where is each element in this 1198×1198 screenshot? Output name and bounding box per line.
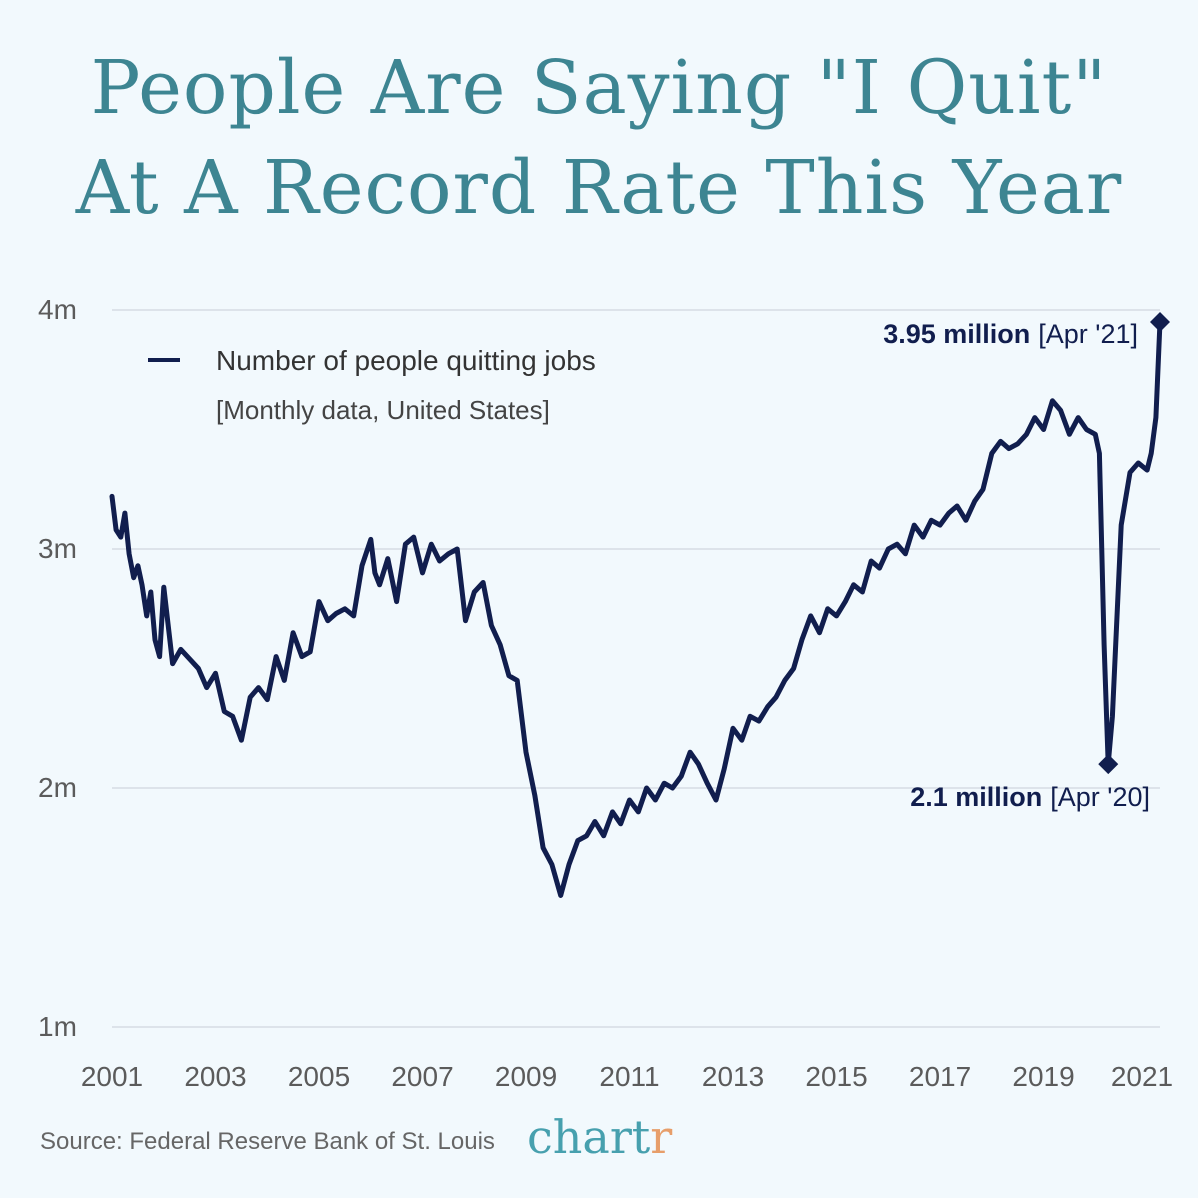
grid-lines: [112, 309, 1160, 1028]
brand-logo: chartr: [527, 1110, 672, 1164]
y-tick-label: 4m: [38, 294, 77, 325]
chart-title-line-2: At A Record Rate This Year: [75, 145, 1123, 231]
x-axis-tick-labels: 2001 2003 2005 2007 2009 2011 2013 2015 2017 2019…: [81, 1061, 1173, 1092]
x-tick-label: 2015: [805, 1061, 867, 1092]
source-note: Source: Federal Reserve Bank of St. Loui…: [40, 1128, 495, 1155]
legend-label: Number of people quitting jobs: [216, 345, 596, 376]
peak-value-label: 3.95 million: [883, 319, 1030, 349]
trough-date-label: [Apr '20]: [1050, 782, 1150, 812]
x-tick-label: 2007: [391, 1061, 453, 1092]
brand-logo-accent: r: [650, 1110, 673, 1164]
chart-title-line-1: People Are Saying "I Quit": [90, 45, 1108, 131]
x-tick-label: 2011: [599, 1061, 659, 1092]
x-tick-label: 2017: [909, 1061, 971, 1092]
x-tick-label: 2003: [184, 1061, 246, 1092]
peak-annotation: 3.95 million [Apr '21]: [883, 319, 1138, 349]
y-tick-label: 3m: [38, 533, 77, 564]
x-tick-label: 2009: [495, 1061, 557, 1092]
peak-marker: [1150, 311, 1170, 332]
series-line-quits: [109, 319, 1163, 898]
x-tick-label: 2005: [288, 1061, 350, 1092]
chart-title: People Are Saying "I Quit" At A Record R…: [0, 38, 1198, 238]
trough-marker: [1098, 754, 1119, 775]
trough-value-label: 2.1 million: [910, 782, 1042, 812]
peak-date-label: [Apr '21]: [1038, 319, 1138, 349]
legend: Number of people quitting jobs [Monthly …: [148, 345, 596, 425]
y-axis-tick-labels: 1m 2m 3m 4m: [38, 294, 77, 1042]
y-tick-label: 1m: [38, 1011, 77, 1042]
x-tick-label: 2001: [81, 1061, 143, 1092]
brand-logo-main: chart: [527, 1110, 651, 1164]
y-tick-label: 2m: [38, 772, 77, 803]
legend-sublabel: [Monthly data, United States]: [216, 395, 550, 425]
x-tick-label: 2013: [702, 1061, 764, 1092]
x-tick-label: 2019: [1012, 1061, 1074, 1092]
trough-annotation: 2.1 million [Apr '20]: [910, 782, 1150, 812]
x-tick-label: 2021: [1111, 1061, 1173, 1092]
